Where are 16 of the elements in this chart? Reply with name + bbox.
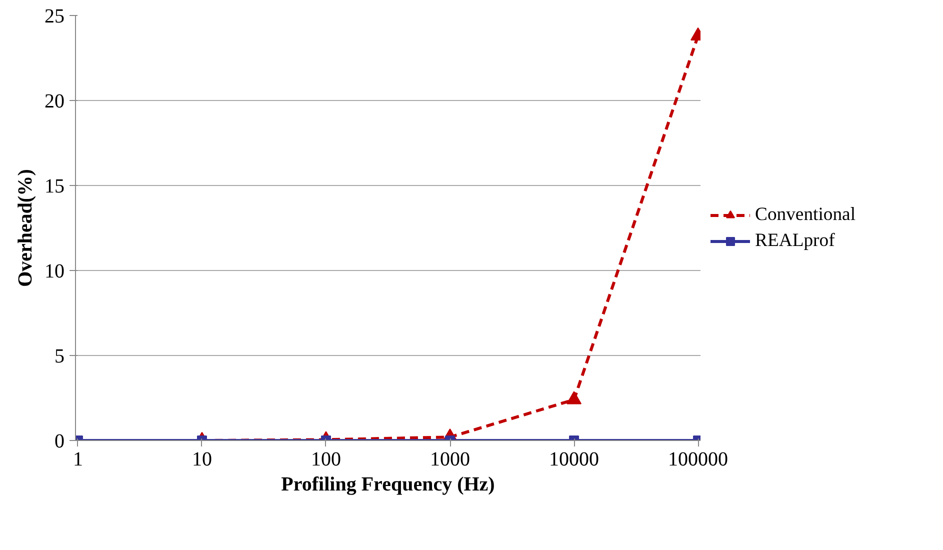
y-tick-label: 5 [54, 346, 64, 368]
y-tick-label: 20 [44, 90, 64, 112]
y-tick-label: 25 [44, 6, 64, 28]
x-tick-label: 1000 [430, 448, 470, 470]
y-tick-label: 0 [54, 430, 64, 452]
y-axis-title: Overhead(%) [14, 169, 36, 287]
y-tick-label: 10 [44, 260, 64, 282]
x-tick-label: 100000 [668, 448, 728, 470]
x-tick-label: 10000 [549, 448, 600, 470]
x-tick-label: 100 [310, 448, 341, 470]
x-axis-title: Profiling Frequency (Hz) [281, 474, 495, 496]
x-tick-label: 10 [192, 448, 212, 470]
x-tick-label: 1 [72, 448, 83, 470]
legend-label: Conventional [755, 204, 856, 226]
legend-label: REALprof [755, 230, 835, 252]
y-tick-label: 15 [44, 176, 64, 198]
